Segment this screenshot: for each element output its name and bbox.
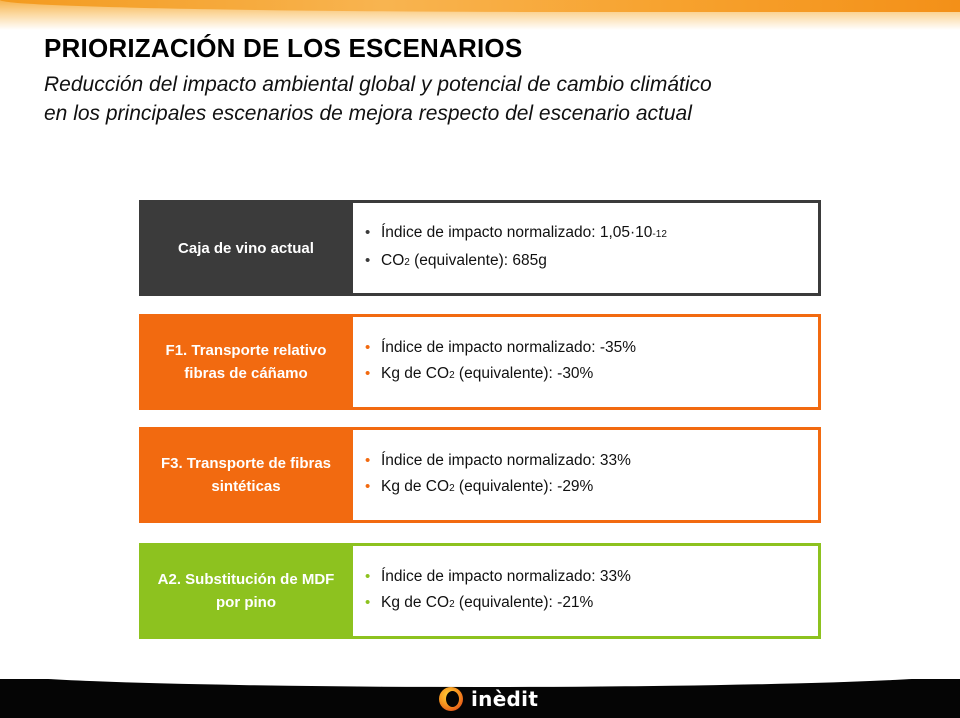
scenario-details: • Índice de impacto normalizado: 1,05·10… (353, 203, 818, 293)
scenario-label: F1. Transporte relativo fibras de cáñamo (139, 317, 353, 407)
scenario-card-current: Caja de vino actual • Índice de impacto … (139, 200, 821, 296)
scenario-details: • Índice de impacto normalizado: 33% • K… (353, 430, 818, 520)
co2-value: (equivalente): -21% (454, 594, 594, 611)
scenario-label: Caja de vino actual (139, 203, 353, 293)
impact-index-text: Índice de impacto normalizado: 33% (381, 568, 631, 585)
bullet-dot: • (365, 594, 371, 611)
bullet-dot: • (365, 365, 371, 382)
scenario-label: A2. Substitución de MDF por pino (139, 546, 353, 636)
impact-index-text: Índice de impacto normalizado: -35% (381, 339, 637, 356)
co2-value: (equivalente): -30% (454, 365, 594, 382)
bullet-impact-index: • Índice de impacto normalizado: 33% (365, 564, 818, 590)
bullet-dot: • (365, 224, 371, 241)
bullet-dot: • (365, 452, 371, 469)
scenario-details: • Índice de impacto normalizado: -35% • … (353, 317, 818, 407)
co2-value: (equivalente): -29% (454, 478, 594, 495)
co2-subscript: 2 (449, 483, 455, 494)
bullet-impact-index: • Índice de impacto normalizado: -35% (365, 335, 818, 361)
scenario-card-a2: A2. Substitución de MDF por pino • Índic… (139, 543, 821, 639)
bullet-dot: • (365, 478, 371, 495)
impact-index-text: Índice de impacto normalizado: 1,05·10 (381, 224, 653, 241)
bullet-co2: • CO 2 (equivalente): 685g (365, 248, 818, 276)
bullet-dot: • (365, 568, 371, 585)
co2-prefix: Kg de CO (381, 365, 450, 382)
co2-subscript: 2 (449, 599, 455, 610)
bullet-co2: • Kg de CO 2 (equivalente): -29% (365, 474, 818, 502)
impact-index-text: Índice de impacto normalizado: 33% (381, 452, 631, 469)
bullet-impact-index: • Índice de impacto normalizado: 33% (365, 448, 818, 474)
subtitle-line-1: Reducción del impacto ambiental global y… (44, 73, 712, 96)
footer-bar (0, 671, 960, 718)
bullet-co2: • Kg de CO 2 (equivalente): -21% (365, 590, 818, 618)
page-title: PRIORIZACIÓN DE LOS ESCENARIOS (44, 33, 523, 63)
co2-prefix: CO (381, 252, 405, 269)
inedit-logo: inèdit (438, 686, 538, 712)
bullet-co2: • Kg de CO 2 (equivalente): -30% (365, 361, 818, 389)
impact-index-exponent: -12 (652, 229, 667, 240)
co2-subscript: 2 (449, 370, 455, 381)
bullet-dot: • (365, 339, 371, 356)
page-subtitle: Reducción del impacto ambiental global y… (44, 70, 924, 128)
subtitle-line-2: en los principales escenarios de mejora … (44, 102, 692, 125)
co2-value: (equivalente): 685g (409, 252, 547, 269)
bullet-impact-index: • Índice de impacto normalizado: 1,05·10… (365, 220, 818, 248)
scenario-card-f1: F1. Transporte relativo fibras de cáñamo… (139, 314, 821, 410)
logo-wordmark: inèdit (471, 687, 539, 711)
co2-prefix: Kg de CO (381, 594, 450, 611)
co2-prefix: Kg de CO (381, 478, 450, 495)
bullet-dot: • (365, 252, 371, 269)
co2-subscript: 2 (404, 257, 410, 268)
scenario-label: F3. Transporte de fibras sintéticas (139, 430, 353, 520)
top-decorative-band (0, 0, 960, 30)
inedit-ring-icon (439, 687, 463, 711)
scenario-card-f3: F3. Transporte de fibras sintéticas • Ín… (139, 427, 821, 523)
scenario-details: • Índice de impacto normalizado: 33% • K… (353, 546, 818, 636)
